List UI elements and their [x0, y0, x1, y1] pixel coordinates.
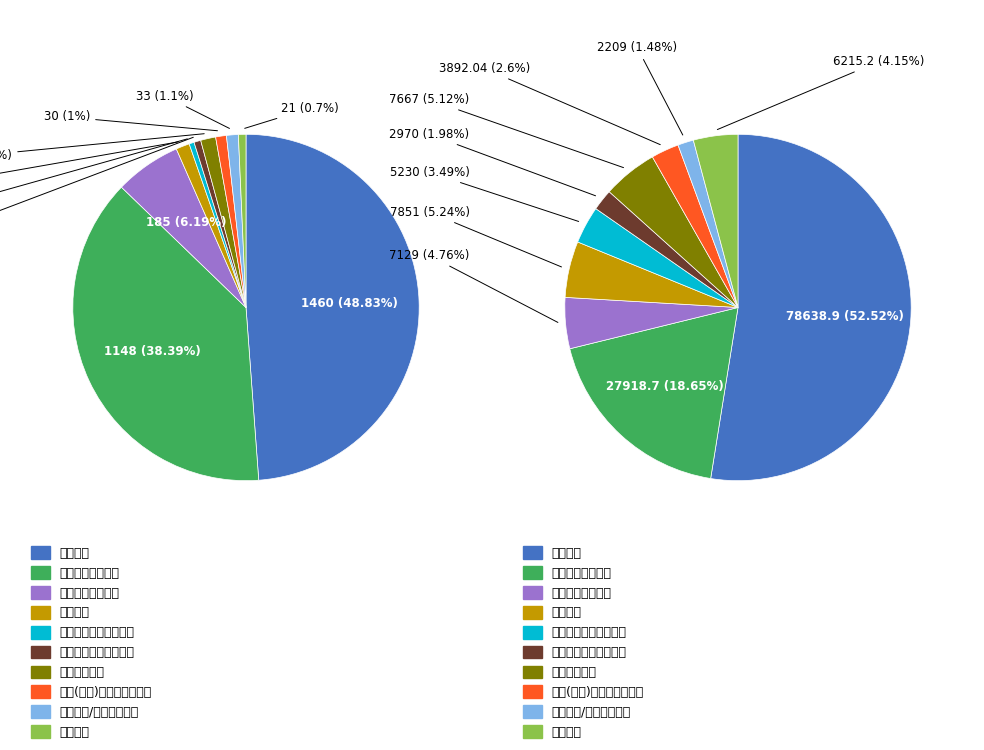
- Wedge shape: [710, 134, 911, 481]
- Text: 33 (1.1%): 33 (1.1%): [137, 90, 229, 128]
- Text: 78638.9 (52.52%): 78638.9 (52.52%): [786, 310, 904, 322]
- Text: 2209 (1.48%): 2209 (1.48%): [597, 41, 683, 135]
- Wedge shape: [201, 137, 246, 308]
- Text: 7129 (4.76%): 7129 (4.76%): [390, 249, 558, 322]
- Text: 27918.7 (18.65%): 27918.7 (18.65%): [606, 380, 724, 393]
- Wedge shape: [595, 192, 738, 308]
- Text: 1460 (48.83%): 1460 (48.83%): [301, 297, 399, 310]
- Wedge shape: [609, 157, 738, 308]
- Text: 7851 (5.24%): 7851 (5.24%): [390, 206, 562, 267]
- Wedge shape: [652, 145, 738, 308]
- Text: 38 (1.27%): 38 (1.27%): [0, 142, 178, 189]
- Text: 19 (0.64%): 19 (0.64%): [0, 137, 193, 238]
- Text: 7667 (5.12%): 7667 (5.12%): [390, 93, 624, 168]
- Legend: 面上项目, 青年科学基金项目, 地区科学基金项目, 重点项目, 国家杰出青年科学基金, 优秀青年科学基金项目, 联合基金项目, 国际(地区)合作与交流项目, 专: 面上项目, 青年科学基金项目, 地区科学基金项目, 重点项目, 国家杰出青年科学…: [518, 542, 648, 744]
- Text: 30 (1%): 30 (1%): [43, 110, 217, 130]
- Wedge shape: [176, 144, 246, 308]
- Text: 42 (1.4%): 42 (1.4%): [0, 134, 205, 161]
- Text: 14 (0.47%): 14 (0.47%): [0, 139, 187, 214]
- Wedge shape: [570, 308, 738, 478]
- Wedge shape: [678, 140, 738, 308]
- Legend: 面上项目, 青年科学基金项目, 地区科学基金项目, 重点项目, 国家杰出青年科学基金, 优秀青年科学基金项目, 联合基金项目, 国际(地区)合作与交流项目, 专: 面上项目, 青年科学基金项目, 地区科学基金项目, 重点项目, 国家杰出青年科学…: [26, 542, 156, 744]
- Wedge shape: [238, 134, 246, 308]
- Text: 21 (0.7%): 21 (0.7%): [245, 102, 338, 128]
- Wedge shape: [121, 149, 246, 308]
- Text: 185 (6.19%): 185 (6.19%): [147, 216, 227, 229]
- Wedge shape: [194, 140, 246, 308]
- Wedge shape: [565, 297, 738, 349]
- Text: 3892.04 (2.6%): 3892.04 (2.6%): [439, 62, 660, 145]
- Text: 2970 (1.98%): 2970 (1.98%): [390, 128, 595, 196]
- Wedge shape: [73, 188, 259, 481]
- Wedge shape: [578, 209, 738, 308]
- Text: 5230 (3.49%): 5230 (3.49%): [390, 166, 579, 221]
- Wedge shape: [246, 134, 419, 480]
- Wedge shape: [189, 142, 246, 308]
- Wedge shape: [565, 242, 738, 308]
- Wedge shape: [694, 134, 738, 308]
- Text: 1148 (38.39%): 1148 (38.39%): [103, 345, 201, 358]
- Text: 6215.2 (4.15%): 6215.2 (4.15%): [717, 55, 925, 130]
- Wedge shape: [215, 136, 246, 308]
- Wedge shape: [226, 134, 246, 308]
